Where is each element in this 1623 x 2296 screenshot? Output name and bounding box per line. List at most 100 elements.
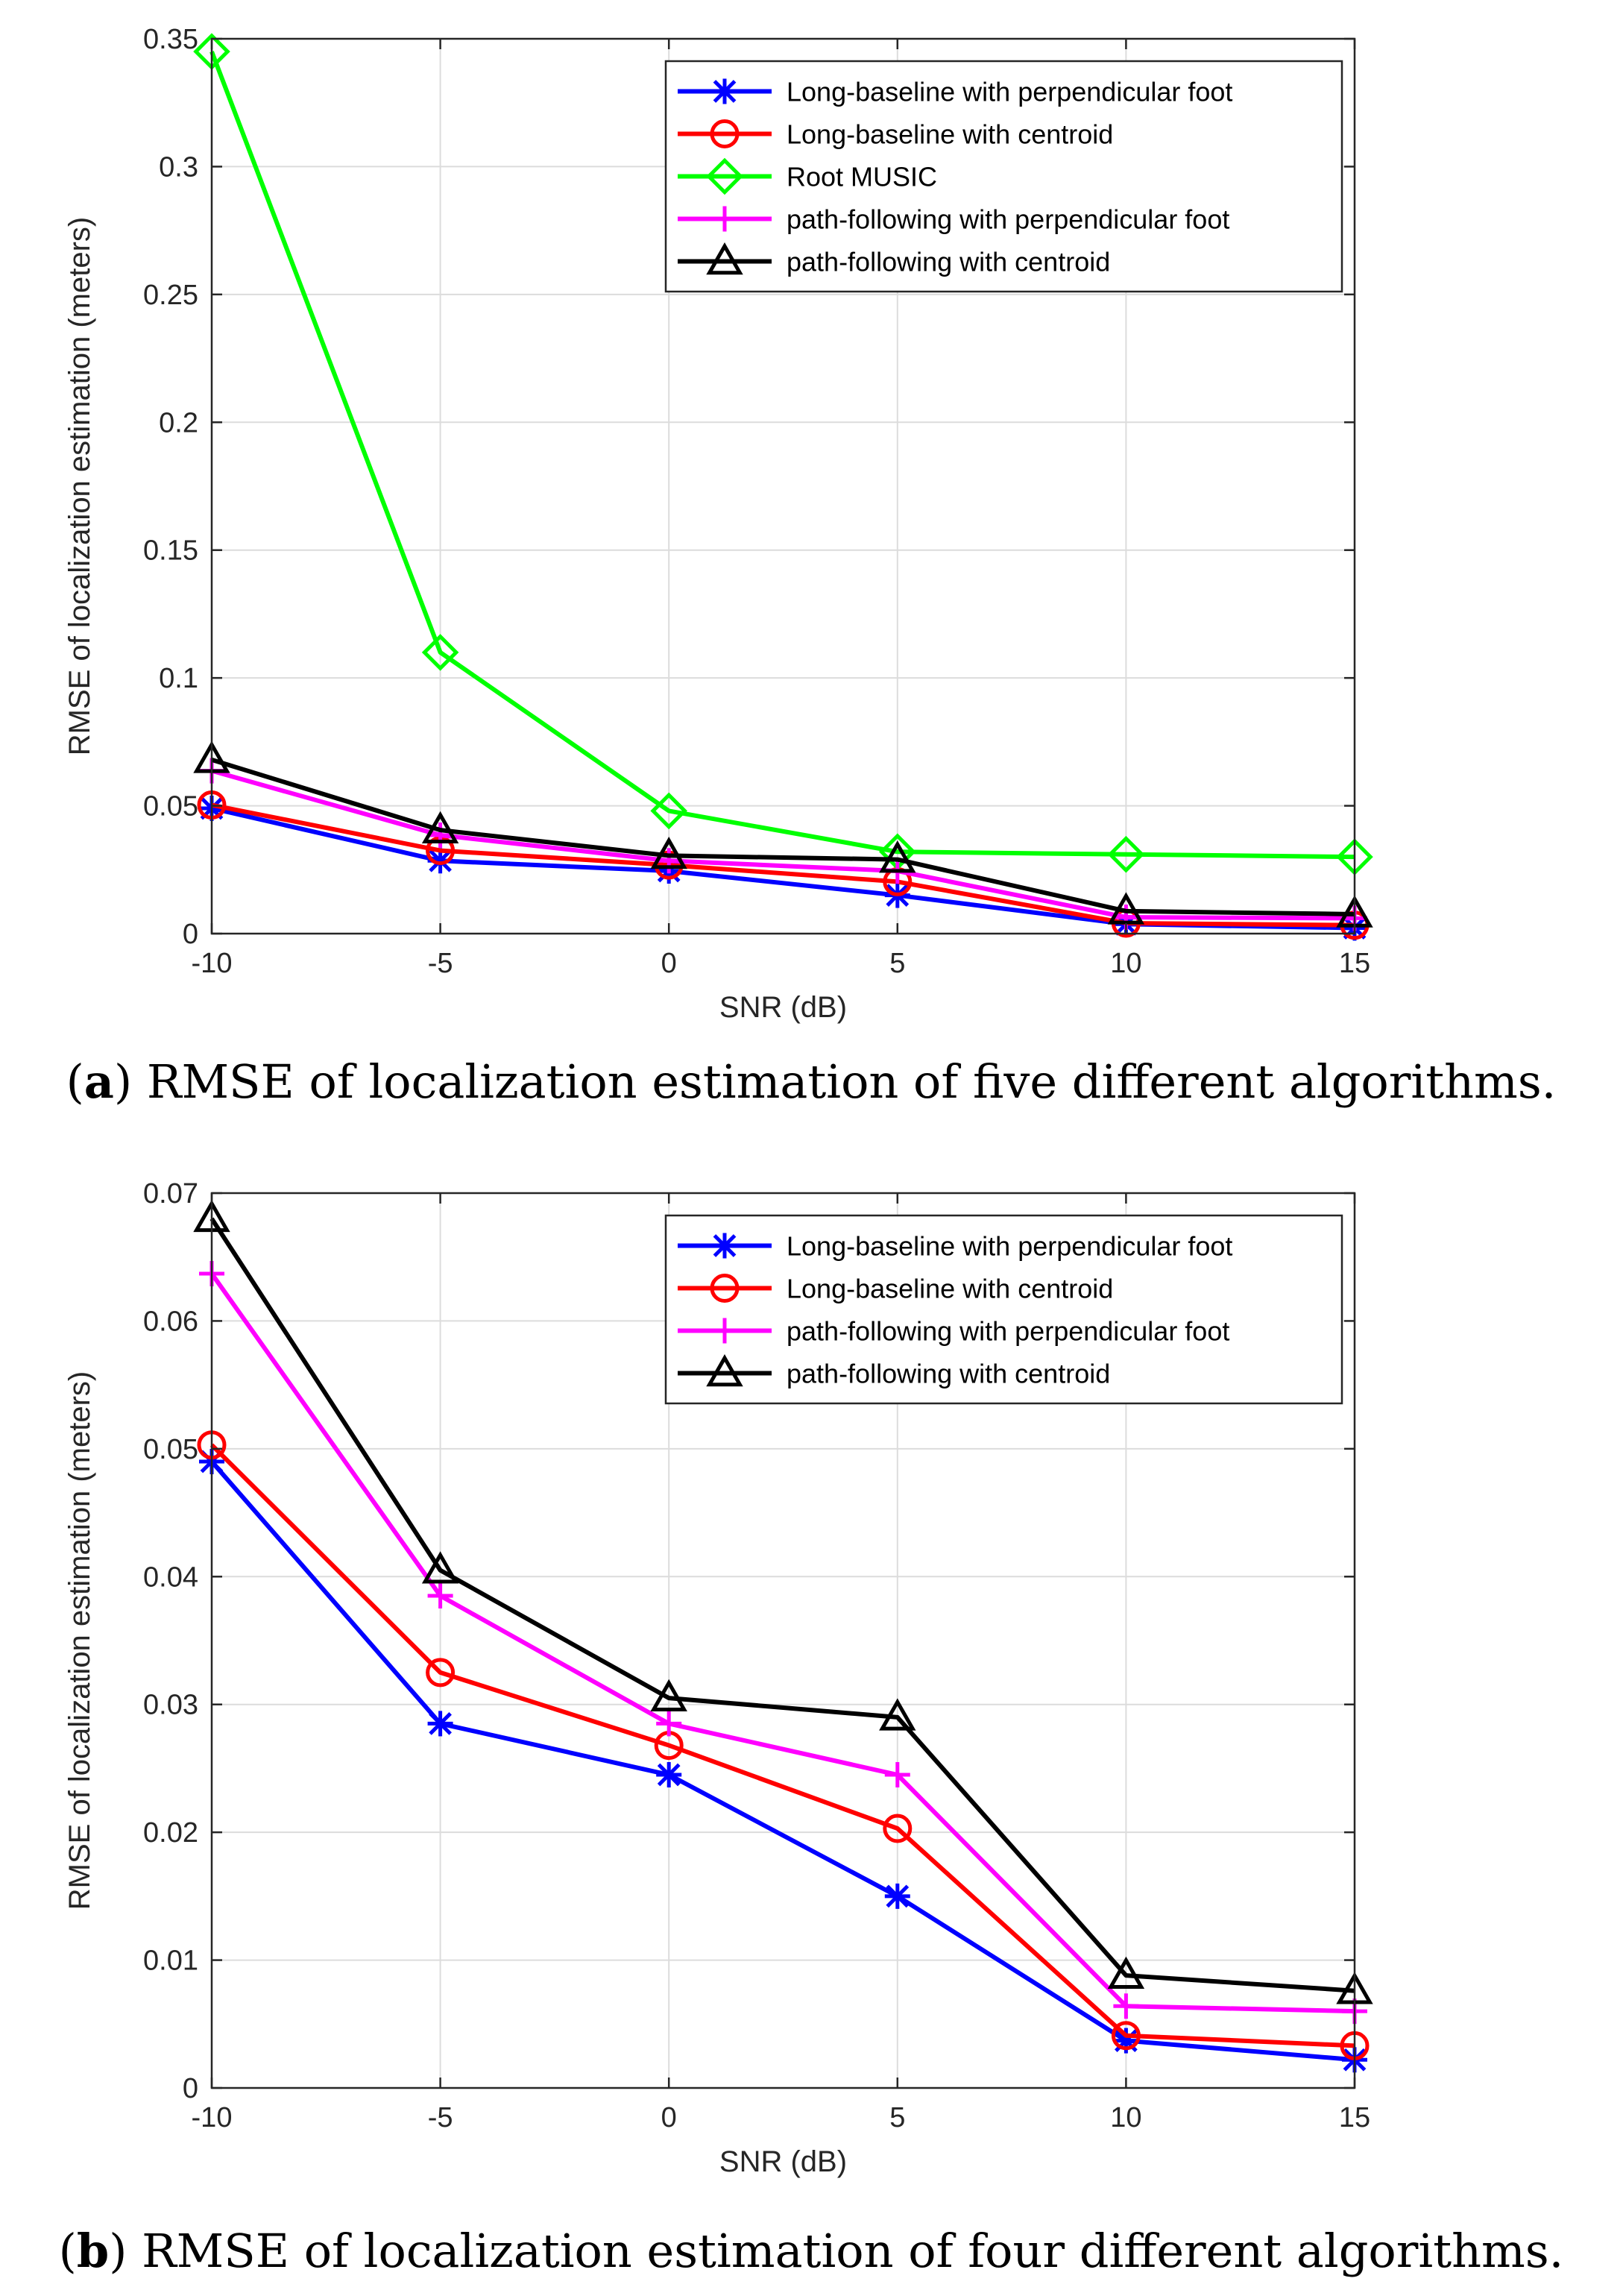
chart-b-series-1-point-3-shape: [883, 1814, 913, 1843]
chart-a-xtick-label-5: 15: [1339, 948, 1370, 979]
chart-a-series-3-line: [211, 768, 1355, 921]
chart-b-series-0-point-3-d2: [886, 1884, 910, 1908]
chart-b-xtick-label-1: -5: [428, 2102, 453, 2133]
chart-b-series-2-point-4: [1113, 1993, 1139, 2019]
chart-b-series-3-point-2-shape: [650, 1679, 687, 1711]
chart-a-xtick-label-2: 0: [661, 948, 677, 979]
chart-b-series-3-point-3: [879, 1698, 916, 1731]
chart-a-ytick-label-7: 0.35: [143, 24, 198, 55]
chart-b-legend-label-0: Long-baseline with perpendicular foot: [787, 1231, 1232, 1262]
chart-a-series-4-point-2: [650, 836, 687, 869]
chart-b-series-0-point-1-d2: [429, 1712, 452, 1735]
chart-b-series-2-line: [209, 1272, 1355, 2014]
chart-a-series-4-point-1: [421, 811, 459, 843]
chart-a-series-2-point-2: [650, 792, 687, 830]
chart-b-series-3-point-1-shape: [421, 1551, 459, 1584]
chart-b-legend-label-1: Long-baseline with centroid: [787, 1274, 1113, 1304]
chart-a-ytick-label-6: 0.3: [159, 151, 198, 183]
chart-a-series-4-point-3: [879, 840, 916, 873]
chart-b-ytick-label-6: 0.06: [143, 1306, 198, 1337]
chart-b-series-2-point-1: [427, 1583, 453, 1608]
chart-a-y-axis-label: RMSE of localization estimation (meters): [63, 217, 96, 755]
chart-a-legend-marker-2-shape: [706, 157, 743, 195]
chart-a-ytick-label-5: 0.25: [143, 280, 198, 311]
chart-b-y-axis-label: RMSE of localization estimation (meters): [63, 1371, 96, 1910]
chart-b-xtick-label-2: 0: [661, 2102, 677, 2133]
chart-a-series-2-point-1-shape: [421, 634, 459, 671]
chart-b-xtick-label-0: -10: [192, 2102, 233, 2133]
chart-a-ytick-label-3: 0.15: [143, 535, 198, 567]
caption-a-label: a: [84, 1054, 114, 1109]
chart-b-ytick-label-1: 0.01: [143, 1946, 198, 1977]
chart-b-axes-frame: [210, 1192, 1356, 2089]
chart-a-series-3-point-2: [656, 848, 682, 874]
chart-a-legend-label-0: Long-baseline with perpendicular foot: [787, 77, 1232, 107]
chart-b-xtick-label-4: 10: [1110, 2102, 1141, 2133]
chart-a-series-2-point-2-shape: [650, 792, 687, 830]
chart-a-xtick-label-1: -5: [428, 948, 453, 979]
chart-a-legend-marker-3: [712, 206, 737, 232]
chart-a-series-2-point-1: [421, 634, 459, 671]
chart-a-legend-label-4: path-following with centroid: [787, 247, 1110, 277]
chart-a-series-4-point-4-shape: [1107, 892, 1145, 925]
chart-b-legend-marker-2: [712, 1318, 737, 1344]
chart-b-series-1-point-3: [883, 1814, 913, 1843]
chart-b-xtick-label-3: 5: [889, 2102, 905, 2133]
chart-a-xtick-label-4: 10: [1110, 948, 1141, 979]
chart-a-ytick-label-2: 0.1: [159, 663, 198, 694]
chart-b-series-3-point-4-shape: [1107, 1956, 1145, 1989]
chart-b-ytick-label-4: 0.04: [143, 1561, 198, 1593]
chart-a-series-4-line: [211, 757, 1355, 916]
chart-a-series-2-point-4: [1107, 835, 1145, 873]
chart-b-legend-marker-1-shape: [710, 1274, 740, 1303]
chart-a-series-4-point-1-shape: [421, 811, 459, 843]
caption-b-text: RMSE of localization estimation of four …: [142, 2224, 1563, 2278]
chart-a-series-1-line: [211, 802, 1355, 928]
chart-b-series-3-point-3-shape: [879, 1698, 916, 1731]
chart-a-series-2-point-4-shape: [1107, 835, 1145, 873]
chart-b-series-0-line: [209, 1460, 1355, 2063]
chart-a-legend: Long-baseline with perpendicular foot Lon…: [664, 60, 1343, 293]
chart-b-series-3-point-1: [421, 1551, 459, 1584]
chart-b-xtick-label-5: 15: [1339, 2102, 1370, 2133]
chart-b-series-0-point-2-d2: [657, 1763, 681, 1787]
chart-a-axes-frame: [210, 37, 1356, 935]
chart-b-series-0-point-3: [884, 1883, 910, 1909]
chart-a-legend-marker-2: [706, 157, 743, 195]
chart-a-legend-marker-4-shape: [706, 242, 743, 275]
chart-b-ytick-label-2: 0.02: [143, 1817, 198, 1849]
chart-b-legend-box: [664, 1214, 1343, 1405]
chart-a-legend-marker-1-shape: [710, 119, 740, 148]
chart-b-series-1-point-1: [426, 1658, 456, 1688]
chart-b-series-1-line: [209, 1443, 1355, 2048]
chart-a-ytick-label-0: 0: [183, 919, 198, 950]
chart-b-series-0-point-2: [656, 1762, 682, 1787]
chart-a-series-4-point-3-shape: [879, 840, 916, 873]
chart-b-legend-marker-0: [712, 1233, 737, 1259]
chart-a-legend-label-3: path-following with perpendicular foot: [787, 204, 1229, 235]
chart-a-legend-marker-4: [706, 242, 743, 275]
caption-a: (a) RMSE of localization estimation of f…: [66, 1054, 1557, 1109]
chart-b-series-1-point-1-shape: [426, 1658, 456, 1688]
chart-a: -10 -5 0 5 10 15 0 0.05 0.1 0.15 0.2 0.25 0.3 0.35 SNR…: [63, 24, 1373, 1024]
chart-a-legend-label-1: Long-baseline with centroid: [787, 119, 1113, 150]
chart-b-ytick-label-7: 0.07: [143, 1178, 198, 1210]
chart-b-series-3-point-2: [650, 1679, 687, 1711]
chart-b-series-1-point-4: [1111, 2021, 1141, 2051]
chart-b-legend-label-3: path-following with centroid: [787, 1359, 1110, 1389]
chart-a-series-0-point-1-d2: [429, 849, 452, 872]
chart-b-legend-marker-3: [706, 1354, 743, 1387]
chart-a-legend-label-2: Root MUSIC: [787, 162, 937, 192]
chart-a-xtick-label-0: -10: [192, 948, 233, 979]
caption-b: (b) RMSE of localization estimation of f…: [59, 2224, 1564, 2278]
chart-b-series-2-point-3: [884, 1762, 910, 1787]
chart-a-series-4-point-4: [1107, 892, 1145, 925]
chart-b-series-0-point-1: [427, 1711, 453, 1737]
chart-b-legend-marker-0-d2: [713, 1234, 737, 1257]
chart-b-series-2-point-2: [656, 1711, 682, 1737]
chart-b-x-axis-label: SNR (dB): [719, 2145, 847, 2178]
chart-a-legend-marker-1: [710, 119, 740, 148]
chart-a-series-4: [193, 740, 1373, 928]
chart-a-legend-marker-0: [712, 78, 737, 104]
